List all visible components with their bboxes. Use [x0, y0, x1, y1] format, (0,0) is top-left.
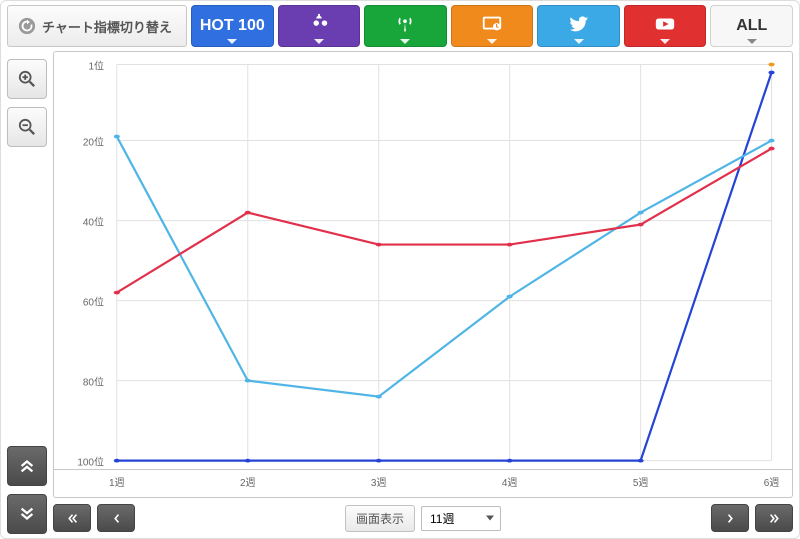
first-page-button[interactable] — [53, 504, 91, 532]
plot — [110, 52, 792, 469]
x-axis: 1週 2週 3週 4週 5週 6週 — [53, 470, 793, 498]
chevron-double-right-icon — [768, 512, 781, 525]
chevron-double-left-icon — [66, 512, 79, 525]
caret-down-icon — [400, 39, 410, 44]
y-tick-label: 40位 — [83, 213, 104, 228]
zoom-out-button[interactable] — [7, 107, 47, 147]
youtube-icon — [654, 13, 676, 40]
footer-controls: 画面表示 11週 — [53, 498, 793, 534]
weeks-select-value: 11週 — [430, 512, 454, 526]
scroll-up-button[interactable] — [7, 446, 47, 486]
tab-tv[interactable] — [451, 5, 534, 47]
refresh-icon — [18, 17, 36, 35]
chart-widget: チャート指標切り替え HOT 100 ALL 1位 20位 40位 60位 80位 100位 — [0, 0, 800, 539]
chevron-double-up-icon — [18, 457, 36, 475]
metric-switch-label: チャート指標切り替え — [7, 5, 187, 47]
y-tick-label: 80位 — [83, 373, 104, 388]
chart-area: 1位 20位 40位 60位 80位 100位 1週 2週 3週 4週 5週 6週 画面表示 11週 — [53, 51, 793, 534]
display-mode-label: 画面表示 — [345, 505, 415, 532]
scroll-down-button[interactable] — [7, 494, 47, 534]
antenna-icon — [394, 13, 416, 40]
x-tick-label: 1週 — [109, 474, 125, 489]
x-tick-label: 6週 — [764, 474, 780, 489]
chevron-right-icon — [724, 512, 737, 525]
download-people-icon — [308, 13, 330, 40]
metric-tabs: チャート指標切り替え HOT 100 ALL — [7, 5, 793, 47]
y-tick-label: 20位 — [83, 133, 104, 148]
y-tick-label: 60位 — [83, 293, 104, 308]
x-tick-label: 3週 — [371, 474, 387, 489]
caret-down-icon — [574, 39, 584, 44]
plot-frame: 1位 20位 40位 60位 80位 100位 — [53, 51, 793, 470]
zoom-out-icon — [18, 118, 36, 136]
zoom-in-button[interactable] — [7, 59, 47, 99]
tab-radio[interactable] — [364, 5, 447, 47]
y-axis: 1位 20位 40位 60位 80位 100位 — [54, 52, 110, 469]
caret-down-icon — [747, 39, 757, 44]
tab-youtube[interactable] — [624, 5, 707, 47]
x-tick-label: 4週 — [502, 474, 518, 489]
zoom-in-icon — [18, 70, 36, 88]
x-tick-label: 5週 — [633, 474, 649, 489]
tab-download[interactable] — [278, 5, 361, 47]
tab-all[interactable]: ALL — [710, 5, 793, 47]
screen-icon — [481, 13, 503, 40]
y-tick-label: 100位 — [77, 453, 104, 468]
weeks-select[interactable]: 11週 — [421, 506, 501, 531]
y-tick-label: 1位 — [88, 57, 104, 72]
caret-down-icon — [660, 39, 670, 44]
tab-hot100[interactable]: HOT 100 — [191, 5, 274, 47]
left-controls — [7, 51, 49, 534]
chevron-left-icon — [110, 512, 123, 525]
tab-twitter[interactable] — [537, 5, 620, 47]
tab-label: HOT 100 — [200, 17, 265, 35]
chevron-double-down-icon — [18, 505, 36, 523]
caret-down-icon — [227, 39, 237, 44]
caret-down-icon — [314, 39, 324, 44]
caret-down-icon — [487, 39, 497, 44]
plot-svg — [110, 52, 792, 469]
twitter-icon — [568, 13, 590, 40]
last-page-button[interactable] — [755, 504, 793, 532]
chart-body: 1位 20位 40位 60位 80位 100位 1週 2週 3週 4週 5週 6週 画面表示 11週 — [7, 51, 793, 534]
prev-page-button[interactable] — [97, 504, 135, 532]
tab-label: ALL — [736, 17, 767, 35]
x-tick-label: 2週 — [240, 474, 256, 489]
metric-switch-text: チャート指標切り替え — [42, 17, 172, 36]
next-page-button[interactable] — [711, 504, 749, 532]
